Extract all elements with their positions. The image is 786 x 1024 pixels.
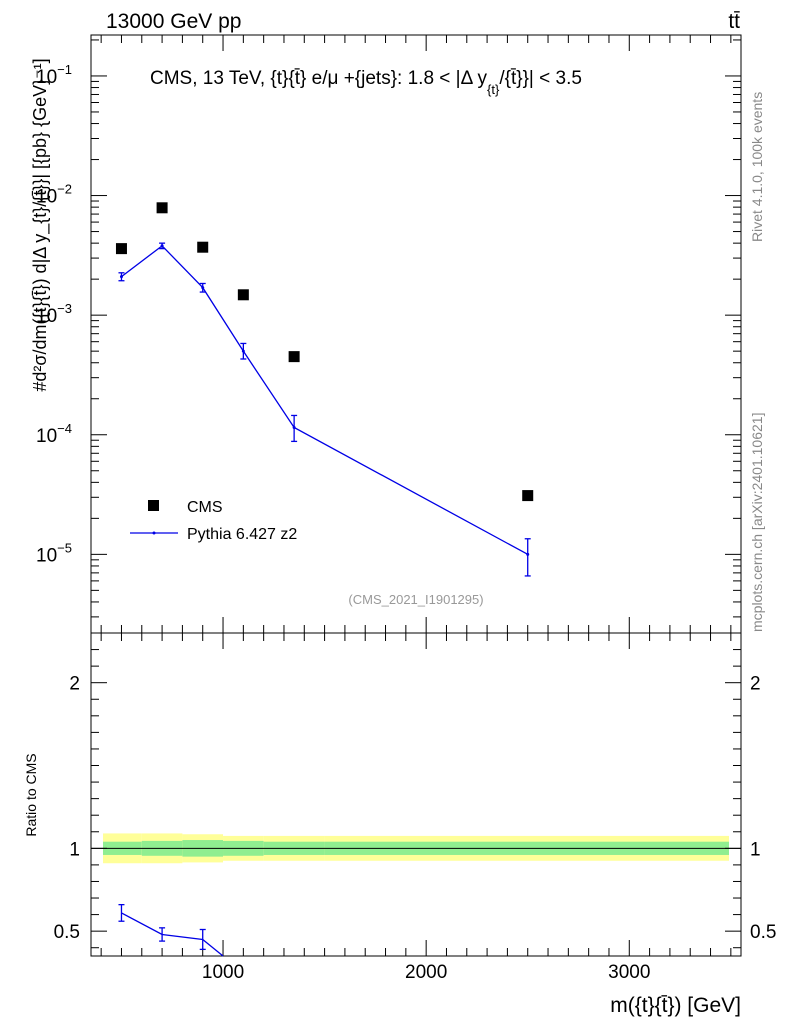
tick-mantissa: 10: [36, 545, 57, 566]
tick-mantissa: 10: [36, 426, 57, 447]
ratio-x-tick-label: 1000: [202, 962, 244, 983]
cms-point: [115, 243, 127, 255]
main-plot-frame: [90, 34, 742, 634]
rivet-version-label: Rivet 4.1.0, 100k events: [749, 92, 765, 242]
ratio-y-tick-label-left: 0.5: [54, 922, 80, 943]
main-y-tick-label: 10−2: [36, 182, 72, 208]
pythia-series: [118, 242, 531, 577]
ratio-y-tick-label-left: 1: [69, 839, 80, 860]
cms-point: [197, 241, 209, 253]
pythia-point: [119, 275, 123, 279]
main-title-tail: /{t̄}}| < 3.5: [499, 68, 582, 89]
main-y-tick-label: 10−4: [36, 421, 72, 447]
main-title: CMS, 13 TeV, {t}{t̄} e/μ +{jets}: 1.8 < …: [150, 68, 582, 97]
ratio-pythia-series: [118, 904, 224, 957]
beam-label: 13000 GeV pp: [106, 10, 241, 33]
tick-exponent: −3: [57, 301, 72, 316]
pythia-point: [160, 244, 164, 248]
main-y-tick-label: 10−3: [36, 301, 72, 327]
pythia-point: [526, 552, 530, 556]
ratio-y-tick-label-right: 0.5: [750, 922, 776, 943]
ratio-plot-frame: [90, 632, 742, 957]
main-y-tick-label: 10−5: [36, 540, 72, 566]
main-title-main: CMS, 13 TeV, {t}{t̄} e/μ +{jets}: 1.8 < …: [150, 68, 488, 89]
pythia-line: [121, 244, 529, 555]
process-label: tt̄: [728, 10, 740, 33]
main-y-axis-ticks: 10−510−410−310−210−1: [36, 39, 741, 618]
tick-exponent: −4: [57, 421, 72, 436]
cms-point: [237, 289, 249, 301]
legend-marker-cms: [148, 500, 159, 511]
legend: CMS Pythia 6.427 z2: [130, 499, 297, 543]
main-title-sub: {t}: [487, 82, 500, 97]
ratio-x-tick-label: 2000: [405, 962, 447, 983]
cms-point: [522, 490, 534, 502]
cms-series: [115, 202, 534, 502]
ratio-x-tick-label: 3000: [608, 962, 650, 983]
cms-point: [288, 351, 300, 363]
pythia-point: [292, 425, 296, 429]
legend-label-pythia: Pythia 6.427 z2: [187, 526, 297, 543]
analysis-tag: (CMS_2021_I1901295): [348, 592, 483, 607]
ratio-x-axis-ticks: 1000 2000 3000: [100, 633, 732, 983]
ratio-pythia-line: [121, 912, 224, 957]
pythia-point: [241, 349, 245, 353]
pythia-point: [201, 286, 205, 290]
cms-point: [156, 202, 168, 214]
main-x-axis-ticks: [100, 35, 732, 633]
legend-dot-pythia: [152, 531, 156, 535]
ratio-y-tick-label-left: 2: [69, 674, 80, 695]
tick-exponent: −1: [57, 62, 72, 77]
main-y-axis-label: #d²σ/dm({t}{t̄}) d|Δ y_{t}/{t̄}}| [{pb} …: [30, 58, 51, 391]
legend-label-cms: CMS: [187, 499, 223, 516]
tick-mantissa: 10: [36, 187, 57, 208]
ratio-y-tick-label-right: 2: [750, 674, 761, 695]
tick-exponent: −5: [57, 540, 72, 555]
mcplots-label: mcplots.cern.ch [arXiv:2401.10621]: [749, 413, 765, 632]
tick-mantissa: 10: [36, 67, 57, 88]
main-y-tick-label: 10−1: [36, 62, 72, 88]
ratio-y-axis-label: Ratio to CMS: [23, 753, 39, 836]
ratio-y-axis-ticks: 0.5 0.5 1 1 2 2: [54, 632, 776, 949]
ratio-y-tick-label-right: 1: [750, 839, 761, 860]
tick-exponent: −2: [57, 182, 72, 197]
tick-mantissa: 10: [36, 306, 57, 327]
x-axis-label: m({t}{t̄}) [GeV]: [610, 994, 741, 1017]
